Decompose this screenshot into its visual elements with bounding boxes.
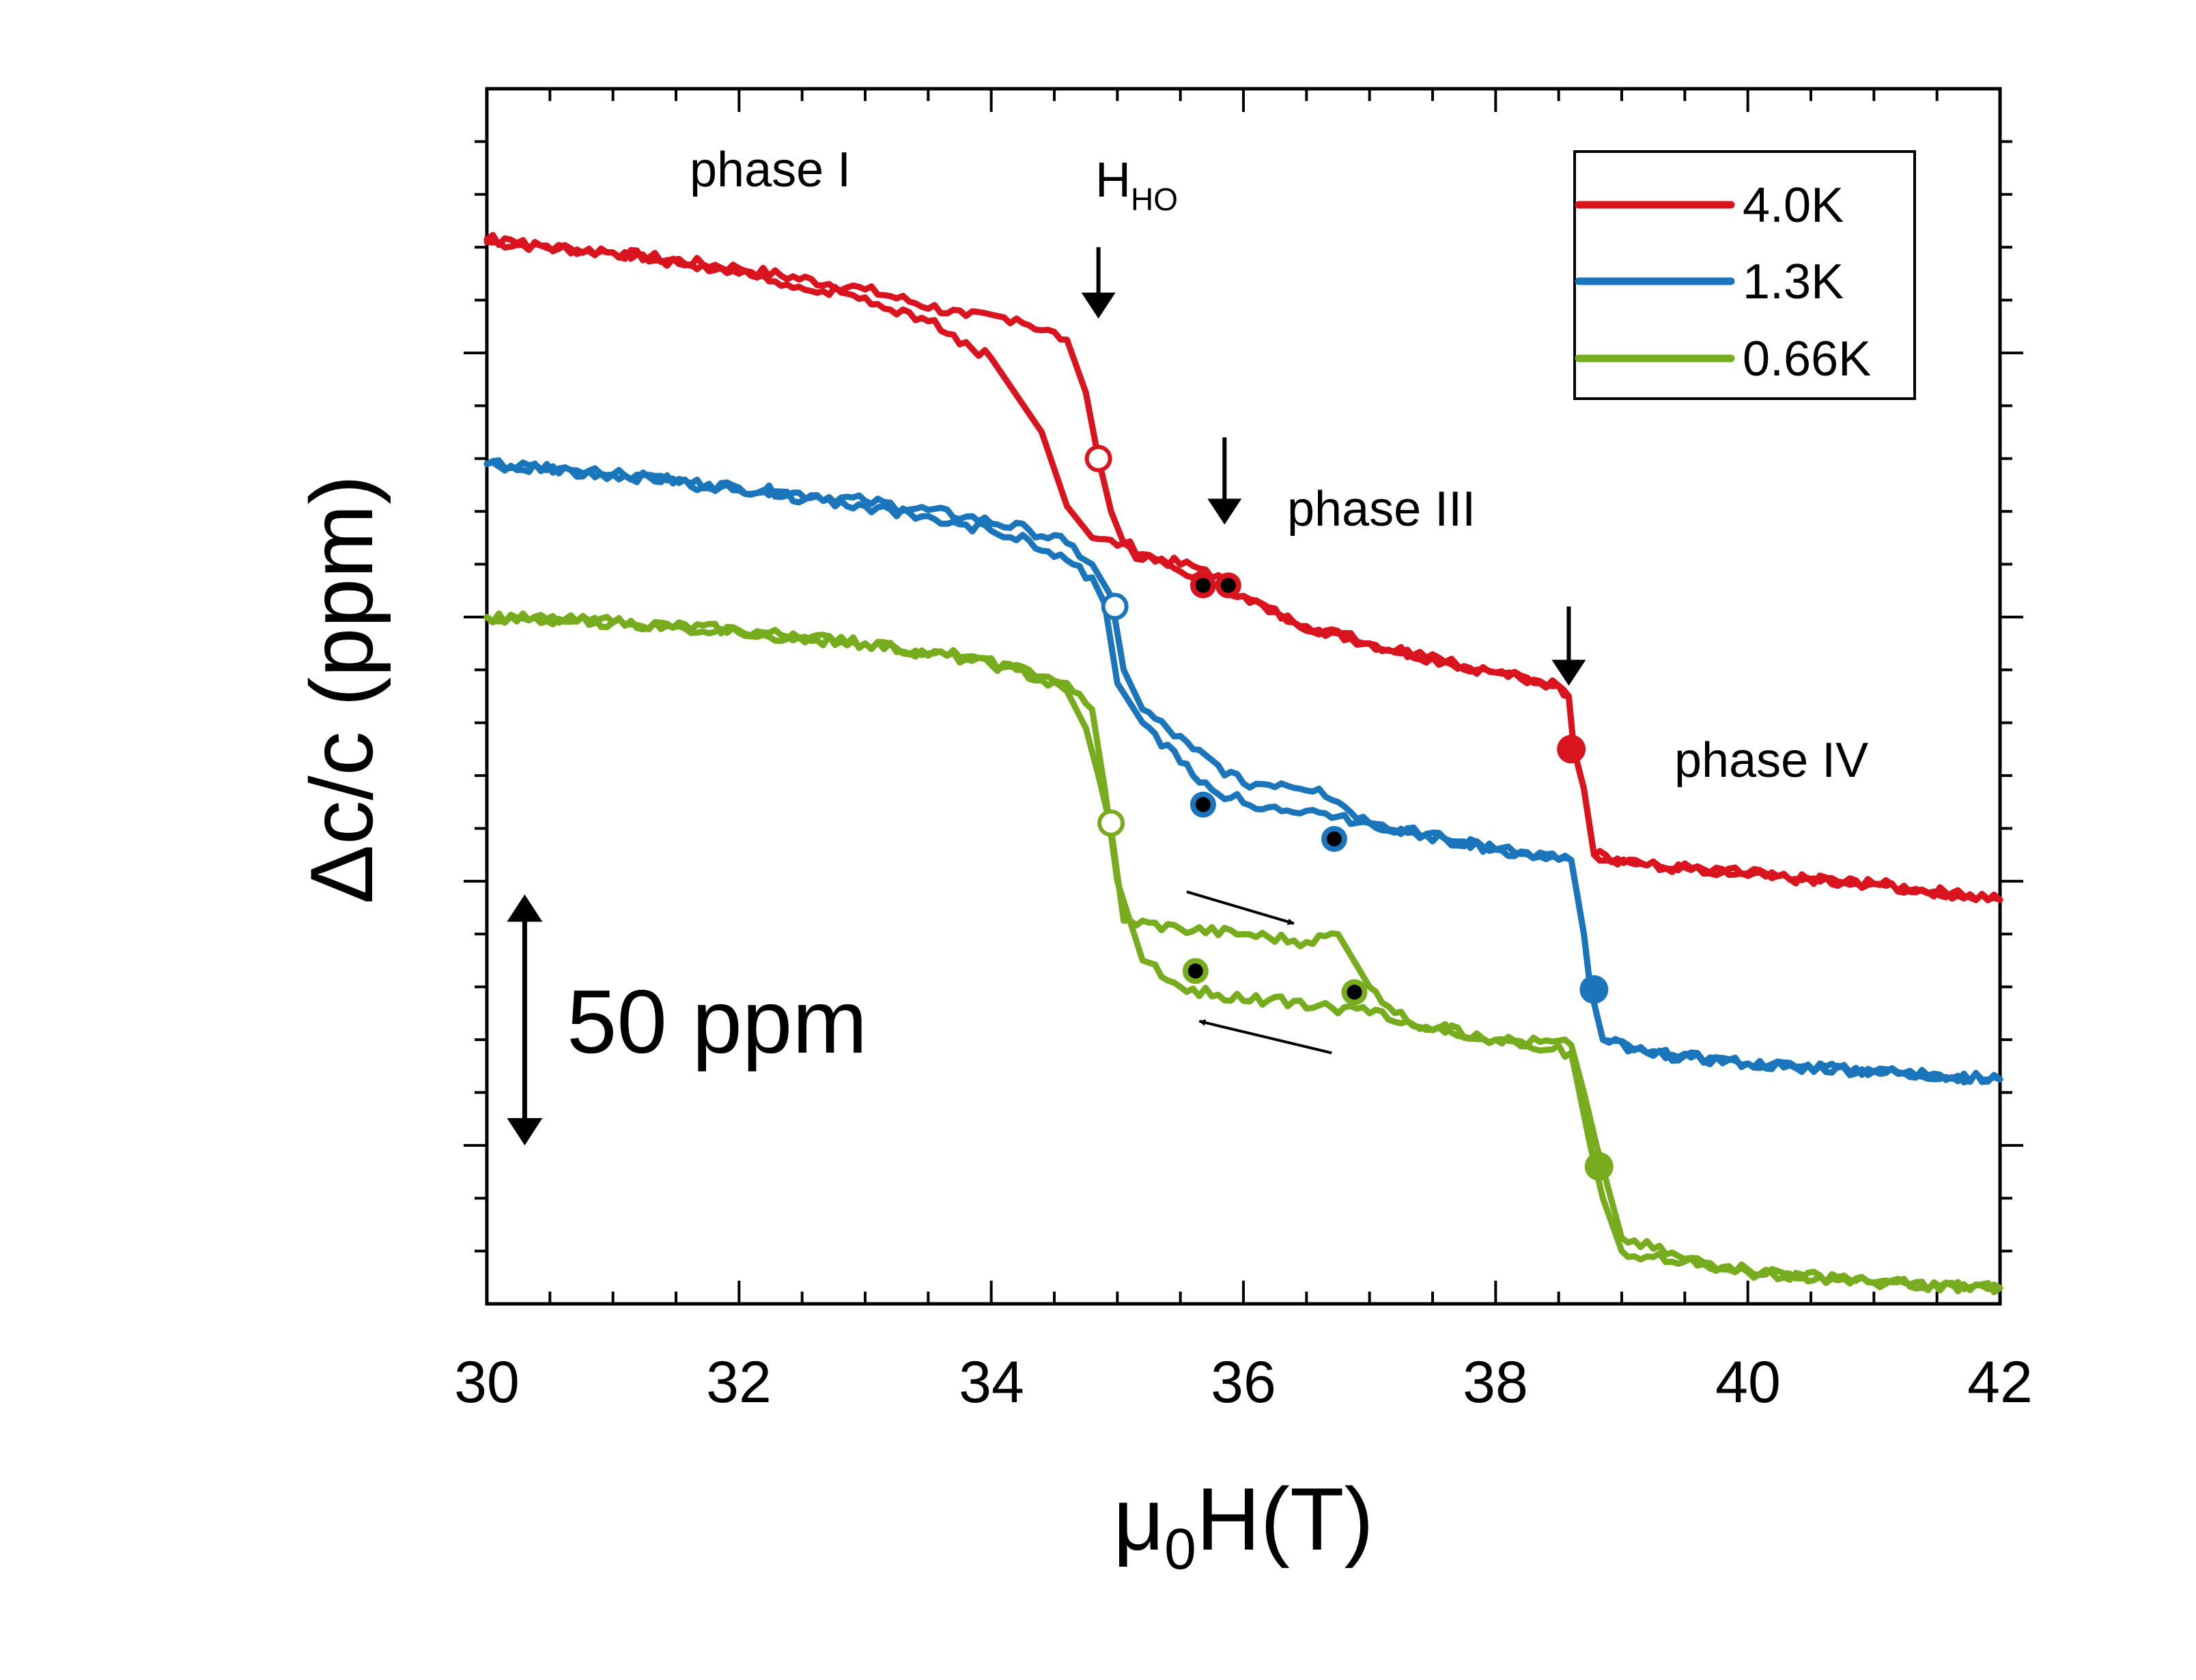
x-axis-title-sub: 0 [1164, 1517, 1196, 1581]
marker-layer [1084, 444, 1614, 1181]
arrow-layer [507, 247, 1586, 1145]
open-circle-marker [1084, 444, 1112, 472]
series-1-3k-down-sweep [483, 459, 2003, 1085]
phase-i-label: phase I [690, 143, 851, 197]
hho-arrow-head [1081, 292, 1116, 319]
sweep-up-arrow [1186, 890, 1295, 926]
x-tick-label: 34 [959, 1350, 1024, 1415]
phase-iii-label: phase III [1287, 482, 1476, 537]
hho-label-main: H [1095, 153, 1131, 208]
x-tick-label: 42 [1967, 1350, 2033, 1415]
black-dot-marker [1220, 578, 1236, 593]
x-axis-title-rest: H(T) [1196, 1469, 1374, 1569]
x-axis-title: μ0H(T) [1113, 1469, 1374, 1581]
sweep-down-arrow [1198, 1019, 1332, 1055]
filled-circle-marker [1584, 1152, 1614, 1181]
legend-label-4k: 4.0K [1743, 178, 1844, 233]
open-circle-marker [1101, 593, 1129, 621]
hho-label-sub: HO [1131, 182, 1178, 217]
x-tick-label: 40 [1715, 1350, 1781, 1415]
x-tick-label: 30 [454, 1350, 520, 1415]
y-axis-title: Δc/c (ppm) [292, 475, 391, 905]
black-dot-marker [1326, 831, 1342, 846]
transition-arrow-head [1551, 659, 1586, 686]
transition-arrow-head [1207, 498, 1242, 525]
scale-bar-head-bottom [507, 1117, 543, 1145]
x-tick-label: 32 [706, 1350, 772, 1415]
black-dot-marker [1187, 963, 1203, 979]
legend: 4.0K 1.3K 0.66K [1573, 150, 1916, 400]
series-0-66k-up-sweep [483, 610, 2003, 1296]
series-4k-down-sweep [483, 231, 2003, 903]
black-dot-marker [1195, 578, 1211, 593]
x-tick-label: 38 [1463, 1350, 1528, 1415]
filled-circle-marker [1579, 975, 1609, 1004]
filled-circle-marker [1557, 735, 1586, 764]
black-dot-marker [1347, 984, 1362, 1000]
x-axis-title-mu: μ [1113, 1469, 1164, 1569]
legend-label-0-66k: 0.66K [1743, 332, 1871, 386]
x-tick-label: 36 [1211, 1350, 1276, 1415]
series-layer [483, 231, 2003, 1296]
legend-label-1-3k: 1.3K [1743, 255, 1844, 309]
series-0-66k-down-sweep [483, 612, 2003, 1295]
scale-bar-head-top [507, 894, 543, 922]
hho-label: HHO [1095, 153, 1178, 217]
black-dot-marker [1195, 797, 1211, 812]
open-circle-marker [1097, 809, 1125, 837]
x-tick-labels: 30 32 34 36 38 40 42 [454, 1350, 2033, 1415]
phase-iv-label: phase IV [1674, 733, 1868, 788]
axis-ticks [464, 89, 2023, 1304]
scale-bar-label: 50 ppm [567, 971, 867, 1072]
